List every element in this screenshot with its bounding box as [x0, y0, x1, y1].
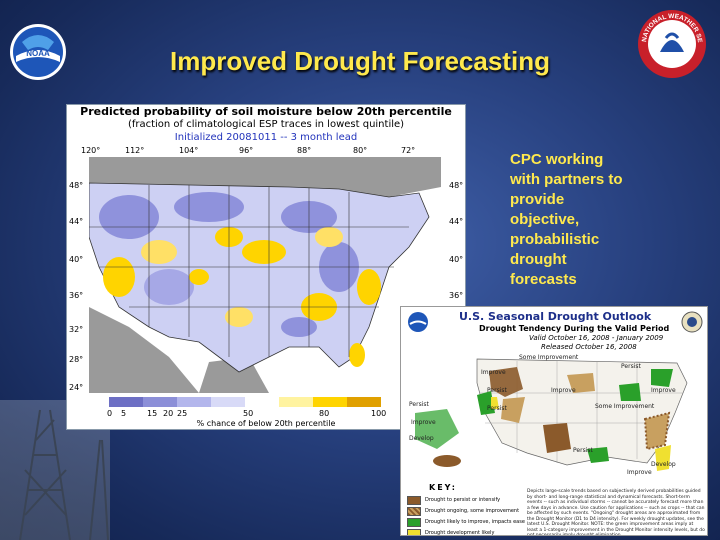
- key-title: KEY:: [429, 483, 457, 492]
- longitude-label: 104°: [179, 146, 199, 155]
- map-label: Improve: [627, 469, 652, 476]
- map-label: Persist: [621, 363, 641, 370]
- colorbar-label: % chance of below 20th percentile: [196, 419, 336, 428]
- latitude-label: 48°: [449, 181, 464, 190]
- colorbar-tick: 15: [147, 409, 158, 418]
- colorbar-bin: [143, 397, 177, 407]
- latitude-label: 44°: [449, 217, 464, 226]
- colorbar-tick: 80: [319, 409, 330, 418]
- us-probability-map-image: [89, 157, 441, 393]
- map-label: Improve: [551, 387, 576, 394]
- longitude-label: 120°: [81, 146, 101, 155]
- key-swatch: [407, 518, 421, 527]
- drought-outlook-map-image: [407, 353, 703, 479]
- latitude-label: 44°: [69, 217, 84, 226]
- longitude-label: 112°: [125, 146, 145, 155]
- outlook-subtitle: Drought Tendency During the Valid Period: [479, 324, 670, 333]
- usda-seal-icon: [681, 311, 703, 333]
- key-swatch: [407, 507, 421, 516]
- colorbar-bin: [313, 397, 347, 407]
- colorbar-bin: [347, 397, 381, 407]
- latitude-label: 28°: [69, 355, 84, 364]
- map-label: Develop: [651, 461, 676, 468]
- colorbar-bin: [279, 397, 313, 407]
- key-label: Drought development likely: [425, 530, 495, 536]
- noaa-logo-text: NOAA: [26, 49, 50, 58]
- key-label: Drought to persist or intensify: [425, 497, 501, 503]
- colorbar-tick: 100: [371, 409, 387, 418]
- latitude-label: 36°: [449, 291, 464, 300]
- map-label: Persist: [487, 405, 507, 412]
- soil-moisture-probability-map: Predicted probability of soil moisture b…: [66, 104, 466, 430]
- map-label: Some Improvement: [519, 354, 579, 361]
- bullet-text: CPC working with partners to provide obj…: [510, 151, 623, 288]
- colorbar-bin: [211, 397, 245, 407]
- longitude-label: 96°: [239, 146, 254, 155]
- noaa-small-logo-icon: [408, 312, 428, 332]
- latitude-label: 40°: [449, 255, 464, 264]
- map-subtitle: (fraction of climatological ESP traces i…: [127, 119, 405, 130]
- map-label: Improve: [481, 369, 506, 376]
- colorbar-bin: [109, 397, 143, 407]
- outlook-fine-print: Depicts large-scale trends based on subj…: [527, 489, 705, 536]
- colorbar-tick: 20: [163, 409, 174, 418]
- key-item: Drought development likely: [407, 528, 527, 536]
- longitude-label: 88°: [297, 146, 312, 155]
- colorbar-bin: [245, 397, 279, 407]
- probability-colorbar: [109, 397, 381, 407]
- map-label: Improve: [411, 419, 436, 426]
- map-title: Predicted probability of soil moisture b…: [80, 105, 452, 118]
- map-init-date: Initialized 20081011 -- 3 month lead: [174, 132, 358, 143]
- map-label: Persist: [573, 447, 593, 454]
- colorbar-tick: 5: [121, 409, 127, 418]
- latitude-label: 24°: [69, 383, 84, 392]
- map-label: Some Improvement: [595, 403, 655, 410]
- colorbar-bin: [177, 397, 211, 407]
- map-label: Persist: [487, 387, 507, 394]
- map-label: Develop: [409, 435, 434, 442]
- longitude-label: 72°: [401, 146, 416, 155]
- noaa-logo-icon: NOAA: [8, 22, 68, 82]
- map-label: Persist: [409, 401, 429, 408]
- key-item: Drought likely to improve, impacts ease: [407, 517, 527, 528]
- map-label: Improve: [651, 387, 676, 394]
- latitude-label: 40°: [69, 255, 84, 264]
- outlook-release-date: Released October 16, 2008: [541, 343, 637, 351]
- longitude-label: 80°: [353, 146, 368, 155]
- colorbar-tick: 25: [177, 409, 188, 418]
- nws-logo-icon: NATIONAL WEATHER SERVICE: [634, 3, 708, 80]
- colorbar-tick: 50: [243, 409, 254, 418]
- latitude-label: 36°: [69, 291, 84, 300]
- key-label: Drought ongoing, some improvement: [425, 508, 520, 514]
- outlook-title: U.S. Seasonal Drought Outlook: [459, 310, 652, 323]
- key-label: Drought likely to improve, impacts ease: [425, 519, 525, 525]
- latitude-label: 48°: [69, 181, 84, 190]
- latitude-label: 32°: [69, 325, 84, 334]
- outlook-valid-period: Valid October 16, 2008 - January 2009: [529, 334, 664, 342]
- key-item: Drought ongoing, some improvement: [407, 506, 527, 517]
- key-item: Drought to persist or intensify: [407, 495, 527, 506]
- colorbar-tick: 0: [107, 409, 113, 418]
- seasonal-drought-outlook: U.S. Seasonal Drought Outlook Drought Te…: [400, 306, 708, 536]
- key-swatch: [407, 529, 421, 535]
- slide-title: Improved Drought Forecasting: [170, 46, 550, 76]
- key-swatch: [407, 496, 421, 505]
